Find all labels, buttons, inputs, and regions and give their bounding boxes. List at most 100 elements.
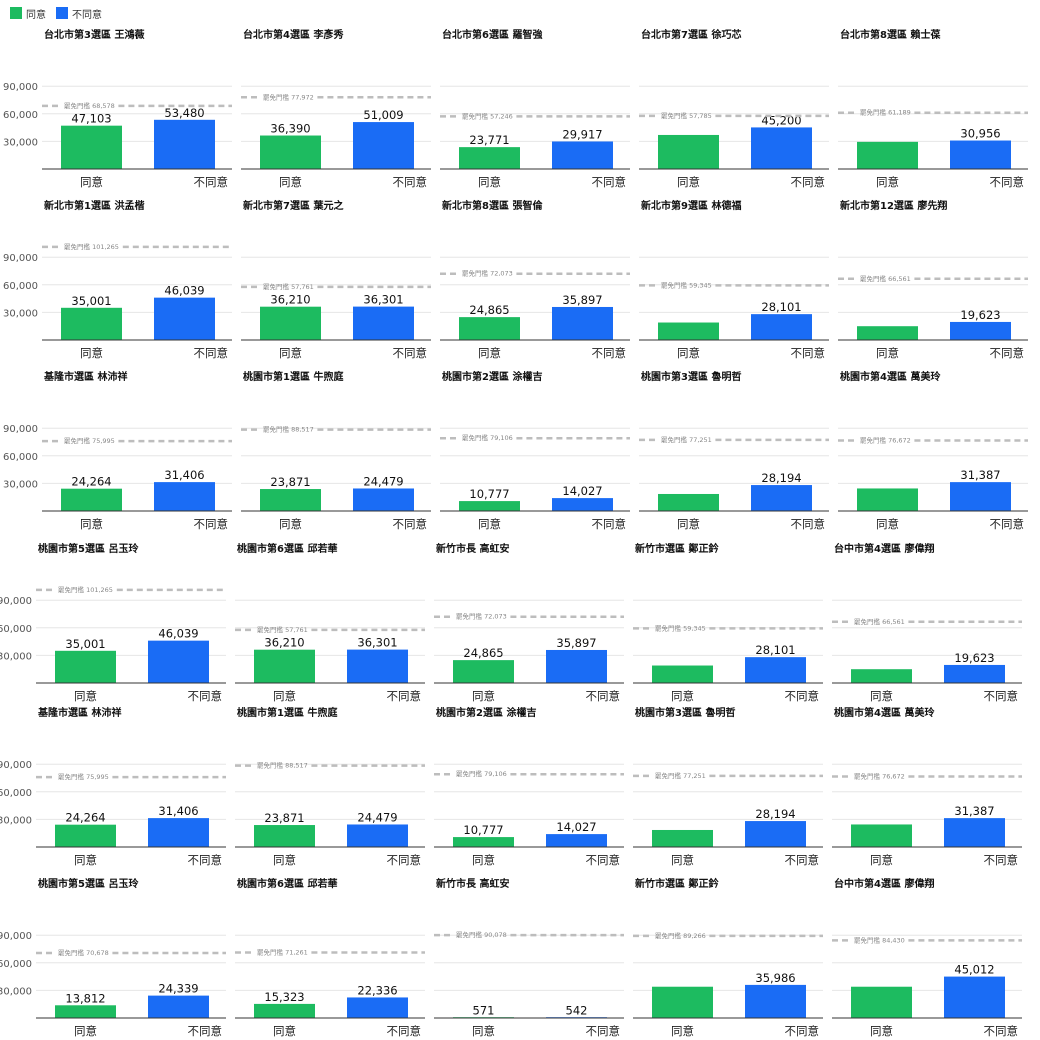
panel-18-title: 新竹市長 高虹安 bbox=[436, 542, 509, 555]
panel-27-category-label-disagree: 不同意 bbox=[387, 1024, 422, 1038]
panel-14-bar-agree bbox=[658, 493, 719, 511]
panel-7-threshold-label: 罷免門檻 57,761 bbox=[263, 282, 314, 291]
panel-4-category-label-agree: 同意 bbox=[677, 175, 700, 189]
panel-1-y-tick-label: 90,000 bbox=[3, 82, 38, 93]
panel-8-title: 新北市第8選區 張智倫 bbox=[442, 199, 543, 212]
panel-29-bar-disagree bbox=[745, 984, 806, 1018]
panel-3-category-label-disagree: 不同意 bbox=[592, 175, 627, 189]
panel-25-value-label-disagree: 31,387 bbox=[954, 804, 994, 818]
panel-16-value-label-disagree: 46,039 bbox=[158, 627, 198, 641]
panel-26-y-tick-label: 90,000 bbox=[0, 931, 32, 942]
panel-29-bar-agree bbox=[652, 986, 713, 1018]
panel-6-value-label-agree: 35,001 bbox=[71, 294, 111, 308]
panel-16-bar-agree bbox=[55, 650, 116, 683]
panel-18-value-label-disagree: 35,897 bbox=[556, 636, 596, 650]
panel-8-value-label-disagree: 35,897 bbox=[562, 293, 602, 307]
panel-19-category-label-agree: 同意 bbox=[671, 689, 694, 703]
panel-9-value-label-disagree: 28,101 bbox=[761, 300, 801, 314]
panel-5-bar-disagree bbox=[950, 140, 1011, 169]
panel-19-title: 新竹市選區 鄭正鈐 bbox=[635, 542, 719, 555]
panel-12-title: 桃園市第1選區 牛煦庭 bbox=[243, 370, 344, 383]
panel-28-category-label-disagree: 不同意 bbox=[586, 1024, 621, 1038]
panel-30-bar-agree bbox=[851, 986, 912, 1018]
panel-2-bar-agree bbox=[260, 135, 321, 169]
panel-14-category-label-agree: 同意 bbox=[677, 517, 700, 531]
panel-20-bar-disagree bbox=[944, 664, 1005, 683]
panel-9-category-label-agree: 同意 bbox=[677, 346, 700, 360]
panel-16-y-tick-label: 30,000 bbox=[0, 651, 32, 662]
panel-17-category-label-disagree: 不同意 bbox=[387, 689, 422, 703]
panel-17-bar-agree bbox=[254, 649, 315, 683]
panel-21-title: 基隆市選區 林沛祥 bbox=[37, 706, 121, 719]
panel-20-bar-agree bbox=[851, 669, 912, 683]
panel-22-value-label-disagree: 24,479 bbox=[357, 810, 397, 824]
legend-label-agree: 同意 bbox=[26, 9, 46, 21]
legend-swatch-disagree bbox=[56, 7, 68, 19]
panel-10-bar-disagree bbox=[950, 321, 1011, 340]
panel-4-value-label-disagree: 45,200 bbox=[761, 113, 801, 127]
panel-12-bar-disagree bbox=[353, 488, 414, 511]
panel-25-threshold-label: 罷免門檻 76,672 bbox=[854, 771, 905, 780]
panel-6-y-tick-label: 30,000 bbox=[3, 308, 38, 319]
panel-9-title: 新北市第9選區 林德福 bbox=[641, 199, 741, 212]
panel-19-bar-agree bbox=[652, 665, 713, 683]
panel-11-value-label-agree: 24,264 bbox=[71, 475, 111, 489]
panel-23-value-label-disagree: 14,027 bbox=[556, 820, 596, 834]
panel-25-title: 桃園市第4選區 萬美玲 bbox=[834, 706, 935, 719]
panel-26-value-label-disagree: 24,339 bbox=[158, 982, 198, 996]
panel-18-bar-agree bbox=[453, 660, 514, 683]
panel-1-bar-agree bbox=[61, 125, 122, 169]
panel-2-title: 台北市第4選區 李彥秀 bbox=[243, 28, 343, 41]
panel-17-category-label-agree: 同意 bbox=[273, 689, 296, 703]
panel-23-bar-disagree bbox=[546, 834, 607, 847]
panel-24-value-label-disagree: 28,194 bbox=[755, 807, 795, 821]
panel-3-bar-disagree bbox=[552, 141, 613, 169]
panel-3-value-label-disagree: 29,917 bbox=[562, 127, 602, 141]
panel-30-threshold-label: 罷免門檻 84,430 bbox=[854, 935, 905, 944]
panel-1-value-label-disagree: 53,480 bbox=[164, 106, 204, 120]
panel-9-bar-disagree bbox=[751, 314, 812, 340]
panel-25-bar-disagree bbox=[944, 818, 1005, 847]
panel-18-value-label-agree: 24,865 bbox=[463, 646, 503, 660]
panel-11-threshold-label: 罷免門檻 75,995 bbox=[64, 436, 115, 445]
panel-10-threshold-label: 罷免門檻 66,561 bbox=[860, 274, 911, 283]
panel-9-category-label-disagree: 不同意 bbox=[791, 346, 826, 360]
panel-1-bar-disagree bbox=[154, 119, 215, 169]
panel-13-bar-agree bbox=[459, 501, 520, 511]
panel-13-category-label-disagree: 不同意 bbox=[592, 517, 627, 531]
panel-4-threshold-label: 罷免門檻 57,785 bbox=[661, 111, 712, 120]
panel-22-value-label-agree: 23,871 bbox=[264, 811, 304, 825]
panel-22-category-label-agree: 同意 bbox=[273, 853, 296, 867]
panel-21-value-label-disagree: 31,406 bbox=[158, 804, 198, 818]
panel-16-bar-disagree bbox=[148, 640, 209, 683]
panel-29-threshold-label: 罷免門檻 89,266 bbox=[655, 931, 706, 940]
panel-12-category-label-agree: 同意 bbox=[279, 517, 302, 531]
panel-17-value-label-disagree: 36,301 bbox=[357, 636, 397, 650]
panel-2-bar-disagree bbox=[353, 122, 414, 169]
panel-5-title: 台北市第8選區 賴士葆 bbox=[840, 28, 940, 41]
panel-29-category-label-disagree: 不同意 bbox=[785, 1024, 820, 1038]
panel-11-title: 基隆市選區 林沛祥 bbox=[43, 370, 127, 383]
panel-12-threshold-label: 罷免門檻 88,517 bbox=[263, 425, 314, 434]
panel-15-category-label-agree: 同意 bbox=[876, 517, 899, 531]
panel-1-category-label-disagree: 不同意 bbox=[194, 175, 229, 189]
panel-2-value-label-disagree: 51,009 bbox=[363, 108, 403, 122]
panel-16-title: 桃園市第5選區 呂玉玲 bbox=[38, 542, 139, 555]
legend-item-disagree[interactable]: 不同意 bbox=[56, 6, 102, 21]
panel-6-threshold-label: 罷免門檻 101,265 bbox=[64, 242, 119, 251]
panel-11-bar-disagree bbox=[154, 482, 215, 511]
panel-28-value-label-disagree: 542 bbox=[566, 1004, 588, 1018]
panel-26-category-label-disagree: 不同意 bbox=[188, 1024, 223, 1038]
legend-item-agree[interactable]: 同意 bbox=[10, 6, 46, 21]
panel-25-category-label-disagree: 不同意 bbox=[984, 853, 1019, 867]
panel-13-category-label-agree: 同意 bbox=[478, 517, 501, 531]
panel-21-y-tick-label: 90,000 bbox=[0, 760, 32, 771]
panel-27-category-label-agree: 同意 bbox=[273, 1024, 296, 1038]
panel-2-category-label-agree: 同意 bbox=[279, 175, 302, 189]
panel-23-category-label-agree: 同意 bbox=[472, 853, 495, 867]
panel-2-value-label-agree: 36,390 bbox=[270, 122, 310, 136]
panel-6-bar-agree bbox=[61, 307, 122, 340]
panel-5-category-label-disagree: 不同意 bbox=[990, 175, 1025, 189]
panel-8-category-label-agree: 同意 bbox=[478, 346, 501, 360]
panel-10-title: 新北市第12選區 廖先翔 bbox=[840, 199, 947, 212]
